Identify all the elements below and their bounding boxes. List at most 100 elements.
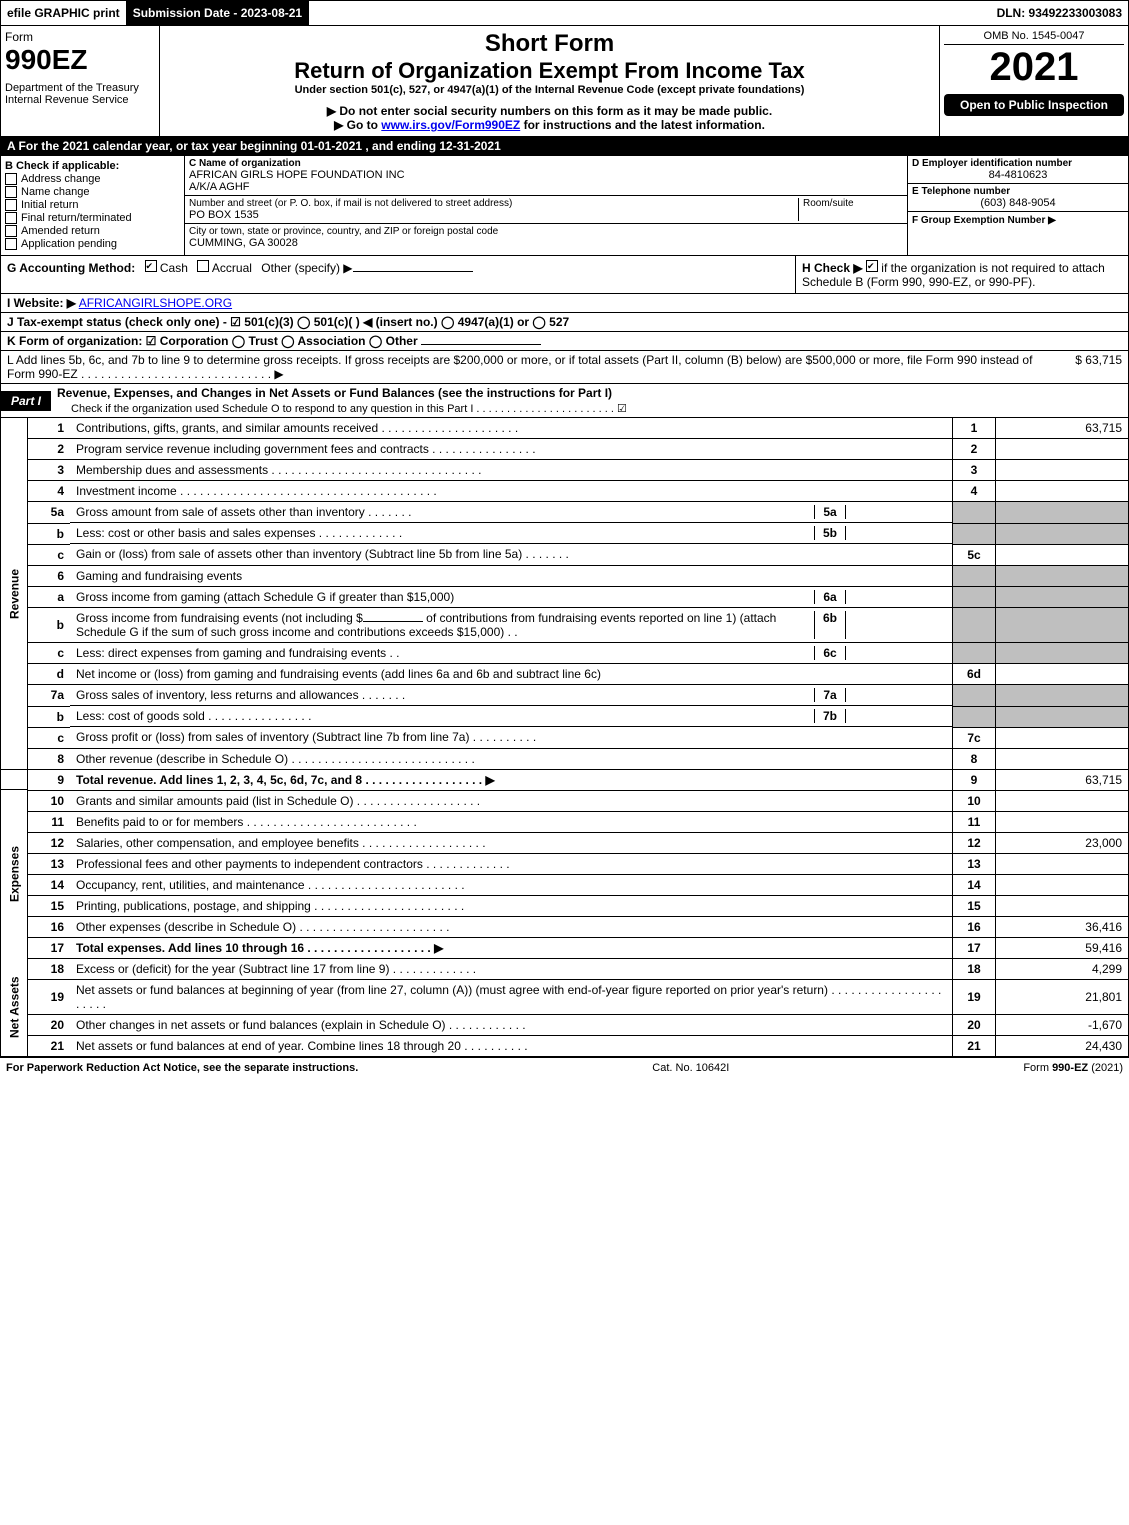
revenue-side-label: Revenue [1, 418, 28, 769]
section-bcd: B Check if applicable: Address change Na… [0, 155, 1129, 256]
row-h: H Check ▶ if the organization is not req… [795, 256, 1128, 293]
line-13: 13Professional fees and other payments t… [1, 853, 1129, 874]
form-header: Form 990EZ Department of the Treasury In… [0, 26, 1129, 137]
line-17: 17Total expenses. Add lines 10 through 1… [1, 937, 1129, 958]
efile-label[interactable]: efile GRAPHIC print [1, 1, 127, 25]
line-11: 11Benefits paid to or for members . . . … [1, 811, 1129, 832]
line-18: Net Assets 18Excess or (deficit) for the… [1, 958, 1129, 979]
phone-row: E Telephone number (603) 848-9054 [908, 184, 1128, 212]
j-text: J Tax-exempt status (check only one) - ☑… [7, 315, 569, 329]
line-3: 3Membership dues and assessments . . . .… [1, 460, 1129, 481]
return-title: Return of Organization Exempt From Incom… [164, 58, 935, 84]
goto-pre: ▶ Go to [334, 118, 381, 132]
box-b: B Check if applicable: Address change Na… [1, 156, 185, 255]
chk-address-change[interactable]: Address change [5, 173, 180, 185]
line-9: 9Total revenue. Add lines 1, 2, 3, 4, 5c… [1, 769, 1129, 790]
chk-initial-return[interactable]: Initial return [5, 199, 180, 211]
chk-name-change[interactable]: Name change [5, 186, 180, 198]
line-7c: cGross profit or (loss) from sales of in… [1, 727, 1129, 748]
open-public: Open to Public Inspection [944, 94, 1124, 116]
line-15: 15Printing, publications, postage, and s… [1, 895, 1129, 916]
g-other: Other (specify) ▶ [261, 261, 352, 275]
f-label: F Group Exemption Number ▶ [912, 215, 1056, 226]
top-bar: efile GRAPHIC print Submission Date - 20… [0, 0, 1129, 26]
c-label: C Name of organization [189, 158, 903, 169]
expenses-side-label: Expenses [1, 790, 28, 958]
omb-number: OMB No. 1545-0047 [944, 30, 1124, 45]
k-other-input[interactable] [421, 344, 541, 345]
chk-h[interactable] [866, 260, 878, 272]
line-7b: bLess: cost of goods sold . . . . . . . … [1, 706, 1129, 727]
city-label: City or town, state or province, country… [189, 226, 903, 237]
chk-application-pending[interactable]: Application pending [5, 238, 180, 250]
group-exemption-row: F Group Exemption Number ▶ [908, 212, 1128, 228]
k-text: K Form of organization: ☑ Corporation ◯ … [7, 334, 418, 348]
line-6d: dNet income or (loss) from gaming and fu… [1, 664, 1129, 685]
topbar-spacer [309, 1, 990, 25]
form-word: Form [5, 30, 155, 44]
line-12: 12Salaries, other compensation, and empl… [1, 832, 1129, 853]
header-right: OMB No. 1545-0047 2021 Open to Public In… [940, 26, 1128, 136]
city-row: City or town, state or province, country… [185, 224, 907, 251]
row-k: K Form of organization: ☑ Corporation ◯ … [0, 332, 1129, 351]
line-19: 19Net assets or fund balances at beginni… [1, 979, 1129, 1014]
g-label: G Accounting Method: [7, 261, 135, 275]
part1-label: Part I [1, 391, 51, 411]
page-footer: For Paperwork Reduction Act Notice, see … [0, 1057, 1129, 1078]
i-label: I Website: ▶ [7, 296, 76, 310]
submission-date: Submission Date - 2023-08-21 [127, 1, 309, 25]
line-1: Revenue 1 Contributions, gifts, grants, … [1, 418, 1129, 439]
line-5a: 5aGross amount from sale of assets other… [1, 502, 1129, 524]
row-g: G Accounting Method: Cash Accrual Other … [1, 256, 795, 293]
line-5c: cGain or (loss) from sale of assets othe… [1, 544, 1129, 565]
header-left: Form 990EZ Department of the Treasury In… [1, 26, 160, 136]
city-value: CUMMING, GA 30028 [189, 237, 903, 249]
row-i: I Website: ▶ AFRICANGIRLSHOPE.ORG [0, 294, 1129, 313]
box-c: C Name of organization AFRICAN GIRLS HOP… [185, 156, 908, 255]
website-link[interactable]: AFRICANGIRLSHOPE.ORG [79, 296, 232, 310]
row-gh: G Accounting Method: Cash Accrual Other … [0, 256, 1129, 294]
row-l: L Add lines 5b, 6c, and 7b to line 9 to … [0, 351, 1129, 384]
addr-value: PO BOX 1535 [189, 209, 798, 221]
dept-line1: Department of the Treasury [5, 82, 155, 94]
footer-mid: Cat. No. 10642I [652, 1062, 729, 1074]
line-6c: cLess: direct expenses from gaming and f… [1, 643, 1129, 664]
irs-link[interactable]: www.irs.gov/Form990EZ [381, 118, 520, 132]
subtitle: Under section 501(c), 527, or 4947(a)(1)… [164, 84, 935, 96]
addr-label: Number and street (or P. O. box, if mail… [189, 198, 798, 209]
line-4: 4Investment income . . . . . . . . . . .… [1, 481, 1129, 502]
g-other-input[interactable] [353, 271, 473, 272]
line-7a: 7aGross sales of inventory, less returns… [1, 685, 1129, 707]
box-def: D Employer identification number 84-4810… [908, 156, 1128, 255]
line-8: 8Other revenue (describe in Schedule O) … [1, 748, 1129, 769]
short-form-title: Short Form [164, 30, 935, 58]
e-label: E Telephone number [912, 186, 1124, 197]
room-label: Room/suite [803, 198, 903, 209]
fundraising-amount-input[interactable] [363, 621, 423, 622]
header-center: Short Form Return of Organization Exempt… [160, 26, 940, 136]
box-b-heading: B Check if applicable: [5, 160, 180, 172]
org-name: AFRICAN GIRLS HOPE FOUNDATION INC [189, 169, 903, 181]
line-6a: aGross income from gaming (attach Schedu… [1, 586, 1129, 608]
part1-header: Part I Revenue, Expenses, and Changes in… [0, 384, 1129, 418]
tax-year: 2021 [944, 45, 1124, 90]
ein-value: 84-4810623 [912, 169, 1124, 181]
goto-line: ▶ Go to www.irs.gov/Form990EZ for instru… [164, 118, 935, 132]
line-10: Expenses 10Grants and similar amounts pa… [1, 790, 1129, 811]
line-2: 2Program service revenue including gover… [1, 439, 1129, 460]
form-number: 990EZ [5, 44, 155, 76]
chk-final-return[interactable]: Final return/terminated [5, 212, 180, 224]
chk-accrual[interactable] [197, 260, 209, 272]
part1-sub: Check if the organization used Schedule … [51, 402, 1128, 417]
line-14: 14Occupancy, rent, utilities, and mainte… [1, 874, 1129, 895]
phone-value: (603) 848-9054 [912, 197, 1124, 209]
part1-title: Revenue, Expenses, and Changes in Net As… [51, 384, 1128, 402]
line-21: 21Net assets or fund balances at end of … [1, 1035, 1129, 1056]
dept-line2: Internal Revenue Service [5, 94, 155, 106]
chk-amended-return[interactable]: Amended return [5, 225, 180, 237]
line-5b: bLess: cost or other basis and sales exp… [1, 523, 1129, 544]
line-20: 20Other changes in net assets or fund ba… [1, 1014, 1129, 1035]
chk-cash[interactable] [145, 260, 157, 272]
line-6b: bGross income from fundraising events (n… [1, 608, 1129, 643]
l-amount: $ 63,715 [1042, 353, 1122, 381]
